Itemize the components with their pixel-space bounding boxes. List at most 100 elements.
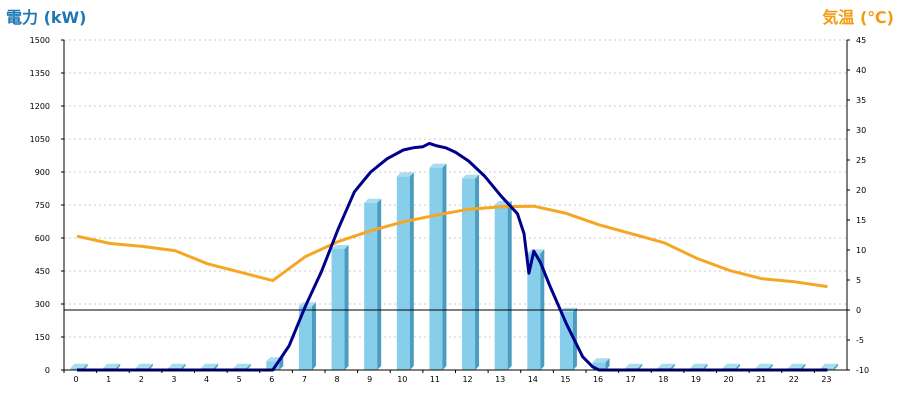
- bar-side: [801, 363, 806, 370]
- bar-side: [246, 363, 251, 370]
- bar-top: [462, 174, 480, 179]
- bar-front: [396, 176, 410, 370]
- x-tick-label: 0: [74, 375, 79, 384]
- x-tick-label: 6: [269, 375, 274, 384]
- right-tick-label: -5: [856, 336, 864, 345]
- bar-top: [135, 363, 153, 368]
- x-tick-label: 18: [658, 375, 668, 384]
- bar-top: [364, 198, 382, 203]
- x-tick-label: 8: [335, 375, 340, 384]
- bar-side: [311, 302, 316, 370]
- bar-side: [442, 163, 447, 370]
- bar-front: [364, 202, 378, 370]
- x-tick-label: 3: [171, 375, 176, 384]
- axis-layer: 0 150 300 450 6 0 0 750 900 1050 1200 1350 1500 -10 -5…: [30, 36, 869, 384]
- right-axis-title: 気温 (℃): [822, 8, 894, 27]
- bar-side: [377, 198, 382, 370]
- bar-side: [736, 363, 741, 370]
- left-tick-label: 1500: [30, 36, 50, 45]
- x-tick-label: 16: [593, 375, 603, 384]
- bar: [429, 163, 447, 370]
- x-tick-label: 12: [462, 375, 472, 384]
- bar-top: [592, 358, 610, 363]
- bar-top: [527, 249, 545, 254]
- bar: [364, 198, 382, 370]
- left-tick-label: 300: [35, 300, 50, 309]
- x-tick-label: 2: [139, 375, 144, 384]
- right-tick-label: 20: [856, 186, 866, 195]
- bar-top: [723, 363, 741, 368]
- x-tick-label: 20: [723, 375, 733, 384]
- bar: [820, 363, 838, 370]
- bar-side: [507, 201, 512, 370]
- x-tick-label: 23: [821, 375, 831, 384]
- bar-top: [690, 363, 708, 368]
- bar-front: [527, 253, 541, 370]
- left-tick-label: 900: [35, 168, 50, 177]
- bar-side: [605, 358, 610, 370]
- bar-front: [429, 167, 443, 370]
- bar-layer: [70, 163, 838, 370]
- bar-side: [475, 174, 480, 370]
- right-tick-label: 0: [856, 306, 861, 315]
- right-tick-label: 35: [856, 96, 866, 105]
- right-tick-label: 10: [856, 246, 866, 255]
- left-tick-label: 1200: [30, 102, 50, 111]
- x-tick-label: 17: [626, 375, 636, 384]
- x-tick-label: 10: [397, 375, 407, 384]
- bar-side: [181, 363, 186, 370]
- right-tick-label: 40: [856, 66, 866, 75]
- bar-top: [396, 172, 414, 177]
- bar-side: [116, 363, 121, 370]
- right-tick-label: 15: [856, 216, 866, 225]
- right-tick-label: -10: [856, 366, 869, 375]
- bar: [592, 358, 610, 370]
- line-layer: [64, 141, 847, 372]
- bar-side: [148, 363, 153, 370]
- bar-front: [494, 205, 508, 370]
- bar-front: [266, 361, 280, 370]
- bar-front: [298, 306, 312, 370]
- bar-side: [409, 172, 414, 370]
- left-tick-label: 450: [35, 267, 50, 276]
- bar: [494, 201, 512, 370]
- left-tick-label: 1050: [30, 135, 50, 144]
- bar-top: [755, 363, 773, 368]
- bar: [396, 172, 414, 370]
- bar-side: [833, 363, 838, 370]
- left-tick-label: 750: [35, 201, 50, 210]
- right-tick-label: 30: [856, 126, 866, 135]
- bar-top: [70, 363, 88, 368]
- left-axis-title: 電力 (kW): [6, 8, 87, 27]
- bar: [298, 302, 316, 370]
- x-tick-label: 7: [302, 375, 307, 384]
- bar-top: [233, 363, 251, 368]
- left-tick-label: 1350: [30, 69, 50, 78]
- x-tick-label: 1: [106, 375, 111, 384]
- bar: [462, 174, 480, 370]
- bar-top: [657, 363, 675, 368]
- bar-side: [768, 363, 773, 370]
- bar-top: [788, 363, 806, 368]
- bar-side: [638, 363, 643, 370]
- bar-side: [344, 245, 349, 370]
- x-tick-label: 22: [789, 375, 799, 384]
- right-tick-label: 45: [856, 36, 866, 45]
- left-tick-label: 0: [45, 366, 50, 375]
- left-tick-label: 150: [35, 333, 50, 342]
- x-tick-label: 11: [430, 375, 440, 384]
- x-tick-label: 21: [756, 375, 766, 384]
- right-tick-label: 25: [856, 156, 866, 165]
- bar-side: [703, 363, 708, 370]
- bar-side: [214, 363, 219, 370]
- grid-layer: [64, 39, 847, 338]
- right-tick-label: 5: [856, 276, 861, 285]
- x-tick-label: 13: [495, 375, 505, 384]
- x-tick-label: 15: [560, 375, 570, 384]
- bar-top: [331, 245, 349, 249]
- bar-side: [83, 363, 88, 370]
- bar-top: [201, 363, 219, 368]
- bar-top: [820, 363, 838, 368]
- bar-front: [559, 311, 573, 370]
